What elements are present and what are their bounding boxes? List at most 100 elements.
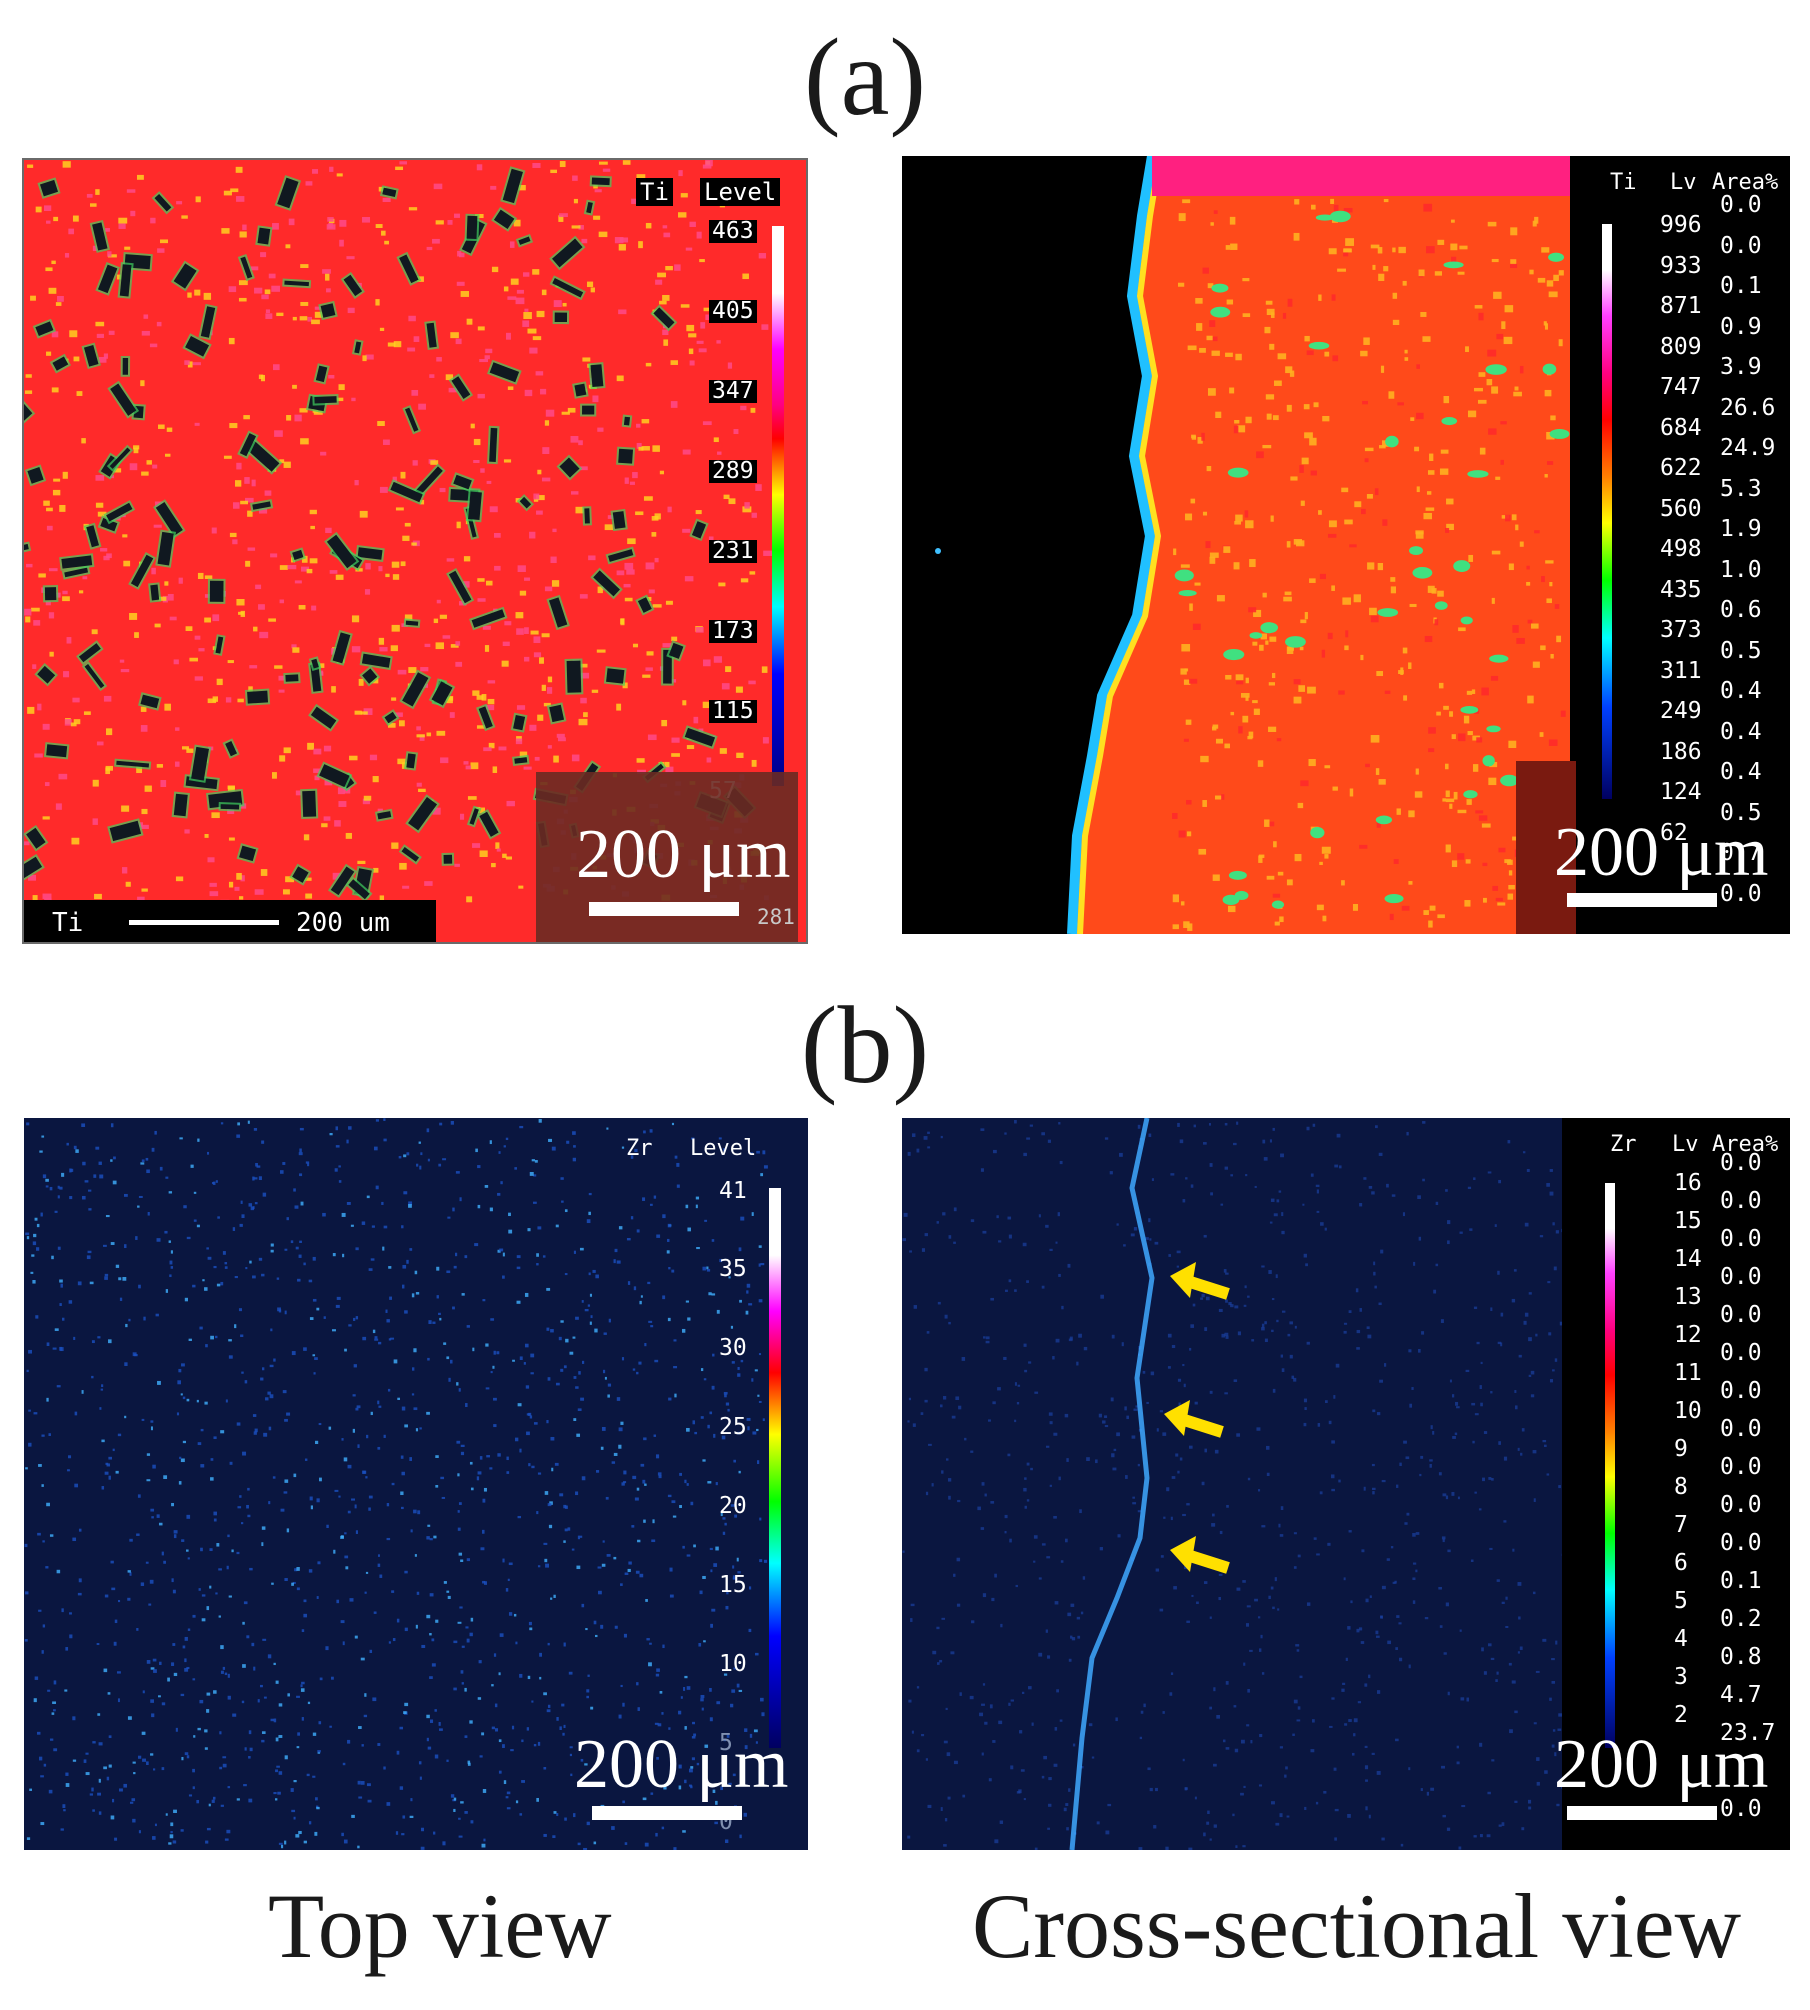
level-tick: 30: [719, 1335, 747, 1361]
legend-header-lv: Lv: [1670, 170, 1697, 195]
legend-value: 0.0: [1720, 1454, 1762, 1480]
legend-value: 186: [1660, 738, 1702, 765]
element-label: Zr: [626, 1136, 653, 1161]
legend-value: 5: [1674, 1588, 1688, 1614]
legend-value: 0.8: [1720, 1644, 1762, 1670]
legend-value: 0.0: [1720, 1492, 1762, 1518]
legend-value: 3: [1674, 1664, 1688, 1690]
legend-value: 4: [1674, 1626, 1688, 1652]
legend-value: 0.0: [1720, 232, 1762, 259]
legend-header-lv: Lv: [1672, 1132, 1699, 1157]
scale-bar: [1567, 1806, 1717, 1820]
legend-value: 933: [1660, 252, 1702, 279]
legend-value: 24.9: [1720, 435, 1776, 461]
level-tick: 289: [709, 460, 757, 483]
legend-value: 0.0: [1720, 1264, 1762, 1290]
legend-value: 1.9: [1720, 516, 1762, 542]
legend-value: 249: [1660, 698, 1702, 724]
level-color-bar: [1602, 224, 1612, 799]
scale-inset: [1516, 761, 1576, 934]
element-label: Ti: [1610, 170, 1637, 195]
legend-value: 7: [1674, 1512, 1688, 1538]
level-color-bar: [772, 226, 784, 786]
level-tick: 231: [709, 540, 757, 563]
scale-bar: [589, 902, 739, 916]
legend-value: 6: [1674, 1550, 1688, 1576]
level-values: 996 933 871 809 747 684 622 560 498 435 373 311 249 1…: [1660, 214, 1710, 914]
legend-value: 0.0: [1720, 880, 1762, 907]
legend-value: 0.9: [1720, 313, 1762, 340]
legend-value: 26.6: [1720, 394, 1776, 421]
legend-value: 13: [1674, 1284, 1702, 1310]
legend-value: 11: [1674, 1360, 1702, 1386]
legend-panel: [1562, 1118, 1790, 1850]
level-tick: 5: [719, 1730, 733, 1756]
level-color-bar: [769, 1188, 781, 1748]
scale-bar: [1567, 893, 1717, 907]
ti-cross-section-map: Ti Lv Area% 996 933 871 809 747 684 622 560 498 4…: [902, 156, 1790, 934]
scale-label: 200 μm: [1554, 814, 1769, 891]
legend-value: 0.0: [1720, 1226, 1762, 1252]
level-tick: 20: [719, 1493, 747, 1519]
legend-header-area: Area%: [1712, 1132, 1779, 1157]
caption-cross-sectional-view: Cross-sectional view: [972, 1875, 1742, 1977]
legend-value: 311: [1660, 657, 1702, 684]
legend-header: Level: [690, 1136, 757, 1161]
legend-value: 9: [1674, 1436, 1688, 1462]
level-tick: 405: [709, 300, 757, 323]
legend-value: 0.0: [1720, 1378, 1762, 1404]
level-tick: 15: [719, 1572, 747, 1598]
legend-value: 62: [1660, 819, 1688, 846]
level-ticks: 41 35 30 25 20 15 10 5 0: [719, 1178, 769, 1834]
legend-value: 16: [1674, 1170, 1702, 1196]
legend-value: 0.4: [1720, 759, 1762, 785]
area-values: 0.0 0.0 0.0 0.0 0.0 0.0 0.0 0.0 0.0 0.0 0.0 0.1 0.2 0…: [1720, 1152, 1780, 1842]
legend-value: 0.5: [1720, 799, 1762, 826]
level-tick: 41: [719, 1178, 747, 1204]
level-tick: 115: [709, 700, 757, 723]
level-values: 16 15 14 13 12 11 10 9 8 7 6 5 4 3 2: [1674, 1172, 1714, 1822]
level-color-bar: [1605, 1183, 1615, 1748]
legend-value: 2: [1674, 1702, 1688, 1728]
scale-label: 200 μm: [1554, 1726, 1769, 1803]
element-label: Zr: [1610, 1132, 1637, 1157]
legend-value: 124: [1660, 779, 1702, 805]
ti-top-view-map: Ti Level 463 405 347 289 231 173 115 57 …: [22, 158, 808, 944]
ti-map-texture: [24, 160, 773, 907]
element-label: Ti: [636, 178, 673, 206]
legend-value: 0.5: [1720, 637, 1762, 664]
instrument-scale-bar: [129, 920, 279, 925]
legend-value: 0.7: [1720, 840, 1762, 866]
legend-header: Level: [700, 178, 781, 206]
legend-value: 0.0: [1720, 1530, 1762, 1556]
zr-top-view-map: Zr Level 41 35 30 25 20 15 10 5 0 200 μm: [24, 1118, 808, 1850]
level-tick: 173: [709, 620, 757, 643]
legend-value: 15: [1674, 1208, 1702, 1234]
legend-value: 622: [1660, 455, 1702, 481]
legend-value: 560: [1660, 495, 1702, 522]
level-tick: 463: [709, 220, 757, 243]
legend-value: 4.7: [1720, 1682, 1762, 1708]
legend-value: 0.4: [1720, 678, 1762, 704]
legend-header-area: Area%: [1712, 170, 1779, 195]
legend-value: 809: [1660, 333, 1702, 360]
legend-value: 0.0: [1720, 1796, 1762, 1822]
level-tick: 10: [719, 1651, 747, 1677]
zr-cross-texture: [902, 1118, 1566, 1850]
area-values: 0.0 0.0 0.1 0.9 3.9 26.6 24.9 5.3 1.9 1.0 0.6 0.5 0.…: [1720, 194, 1780, 934]
legend-value: 3.9: [1720, 354, 1762, 380]
legend-value: 0.6: [1720, 597, 1762, 623]
bottom-tick: 281: [757, 905, 795, 929]
legend-value: 5.3: [1720, 475, 1762, 502]
legend-value: 435: [1660, 576, 1702, 603]
legend-value: 871: [1660, 293, 1702, 319]
level-tick: 25: [719, 1414, 747, 1440]
legend-value: 498: [1660, 536, 1702, 562]
legend-value: 1.0: [1720, 556, 1762, 583]
legend-value: 12: [1674, 1322, 1702, 1348]
legend-value: 0.0: [1720, 1150, 1762, 1176]
panel-b-label: (b): [800, 984, 930, 1106]
legend-value: 0.2: [1720, 1606, 1762, 1632]
level-tick: 347: [709, 380, 757, 403]
legend-value: 0.1: [1720, 273, 1762, 299]
